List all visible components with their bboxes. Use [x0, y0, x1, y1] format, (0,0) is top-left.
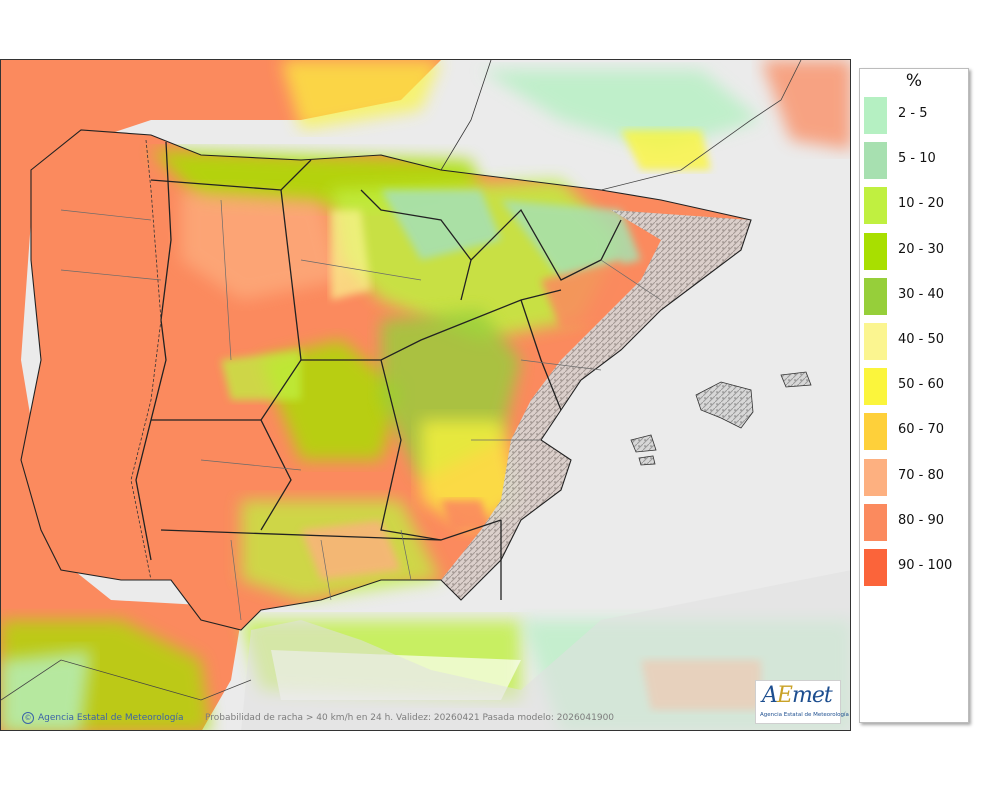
legend-label: 2 - 5 [898, 106, 928, 121]
copyright-icon: © [22, 712, 34, 724]
legend-item: 20 - 30 [864, 230, 966, 270]
logo-caption: Agencia Estatal de Meteorología [760, 712, 849, 718]
legend-label: 40 - 50 [898, 332, 945, 347]
legend-label: 20 - 30 [898, 241, 945, 257]
legend-swatch [864, 503, 887, 541]
legend-item: 60 - 70 [864, 410, 966, 451]
menorca-island [780, 371, 812, 388]
ibiza-island [630, 434, 657, 453]
legend-item: 30 - 40 [864, 275, 966, 315]
mallorca-island [695, 381, 754, 429]
legend-swatch [864, 368, 887, 406]
mediterranean-relief [441, 210, 751, 600]
legend-label: 90 - 100 [898, 558, 953, 573]
legend-label: 30 - 40 [898, 286, 945, 302]
legend-swatch [864, 458, 887, 496]
map-caption: Probabilidad de racha > 40 km/h en 24 h.… [205, 713, 615, 723]
portugal-spain-border [130, 139, 162, 581]
footer-credit: © Agencia Estatal de Meteorología [22, 712, 184, 724]
map-canvas [0, 59, 851, 731]
legend-swatch [864, 549, 887, 586]
legend-swatch [864, 187, 887, 225]
credit-text: Agencia Estatal de Meteorología [38, 713, 184, 723]
legend-label: 50 - 60 [898, 377, 945, 393]
legend-label: 80 - 90 [898, 512, 945, 528]
legend-item: 40 - 50 [864, 320, 966, 360]
legend-swatch [864, 277, 887, 315]
aemet-logo: AEmet Agencia Estatal de Meteorología [755, 680, 849, 724]
legend-swatch [864, 142, 887, 180]
legend-swatch [864, 323, 887, 360]
legend-swatch [864, 232, 887, 270]
legend-panel: % 2 - 5 5 - 10 10 - 20 20 - 30 30 - 40 40 - 5… [859, 68, 969, 723]
legend-swatch [864, 413, 887, 451]
legend-item: 10 - 20 [864, 184, 966, 225]
aemet-logo-mark: AEmet [762, 683, 833, 708]
province-borders [60, 199, 662, 621]
legend-swatch [864, 97, 887, 134]
legend-label: 60 - 70 [898, 422, 945, 438]
legend-item: 70 - 80 [864, 456, 966, 496]
formentera-island [638, 455, 656, 466]
legend-label: 5 - 10 [898, 151, 936, 167]
legend-item: 2 - 5 [864, 94, 966, 134]
legend-item: 80 - 90 [864, 501, 966, 541]
legend-label: 70 - 80 [898, 467, 945, 483]
legend-item: 90 - 100 [864, 546, 966, 586]
north-africa-coast [241, 570, 850, 730]
region-borders [135, 141, 622, 600]
legend-item: 5 - 10 [864, 139, 966, 180]
legend-label: 10 - 20 [898, 196, 945, 212]
legend-item: 50 - 60 [864, 365, 966, 406]
france-border [440, 60, 492, 171]
legend-title: % [905, 71, 923, 91]
